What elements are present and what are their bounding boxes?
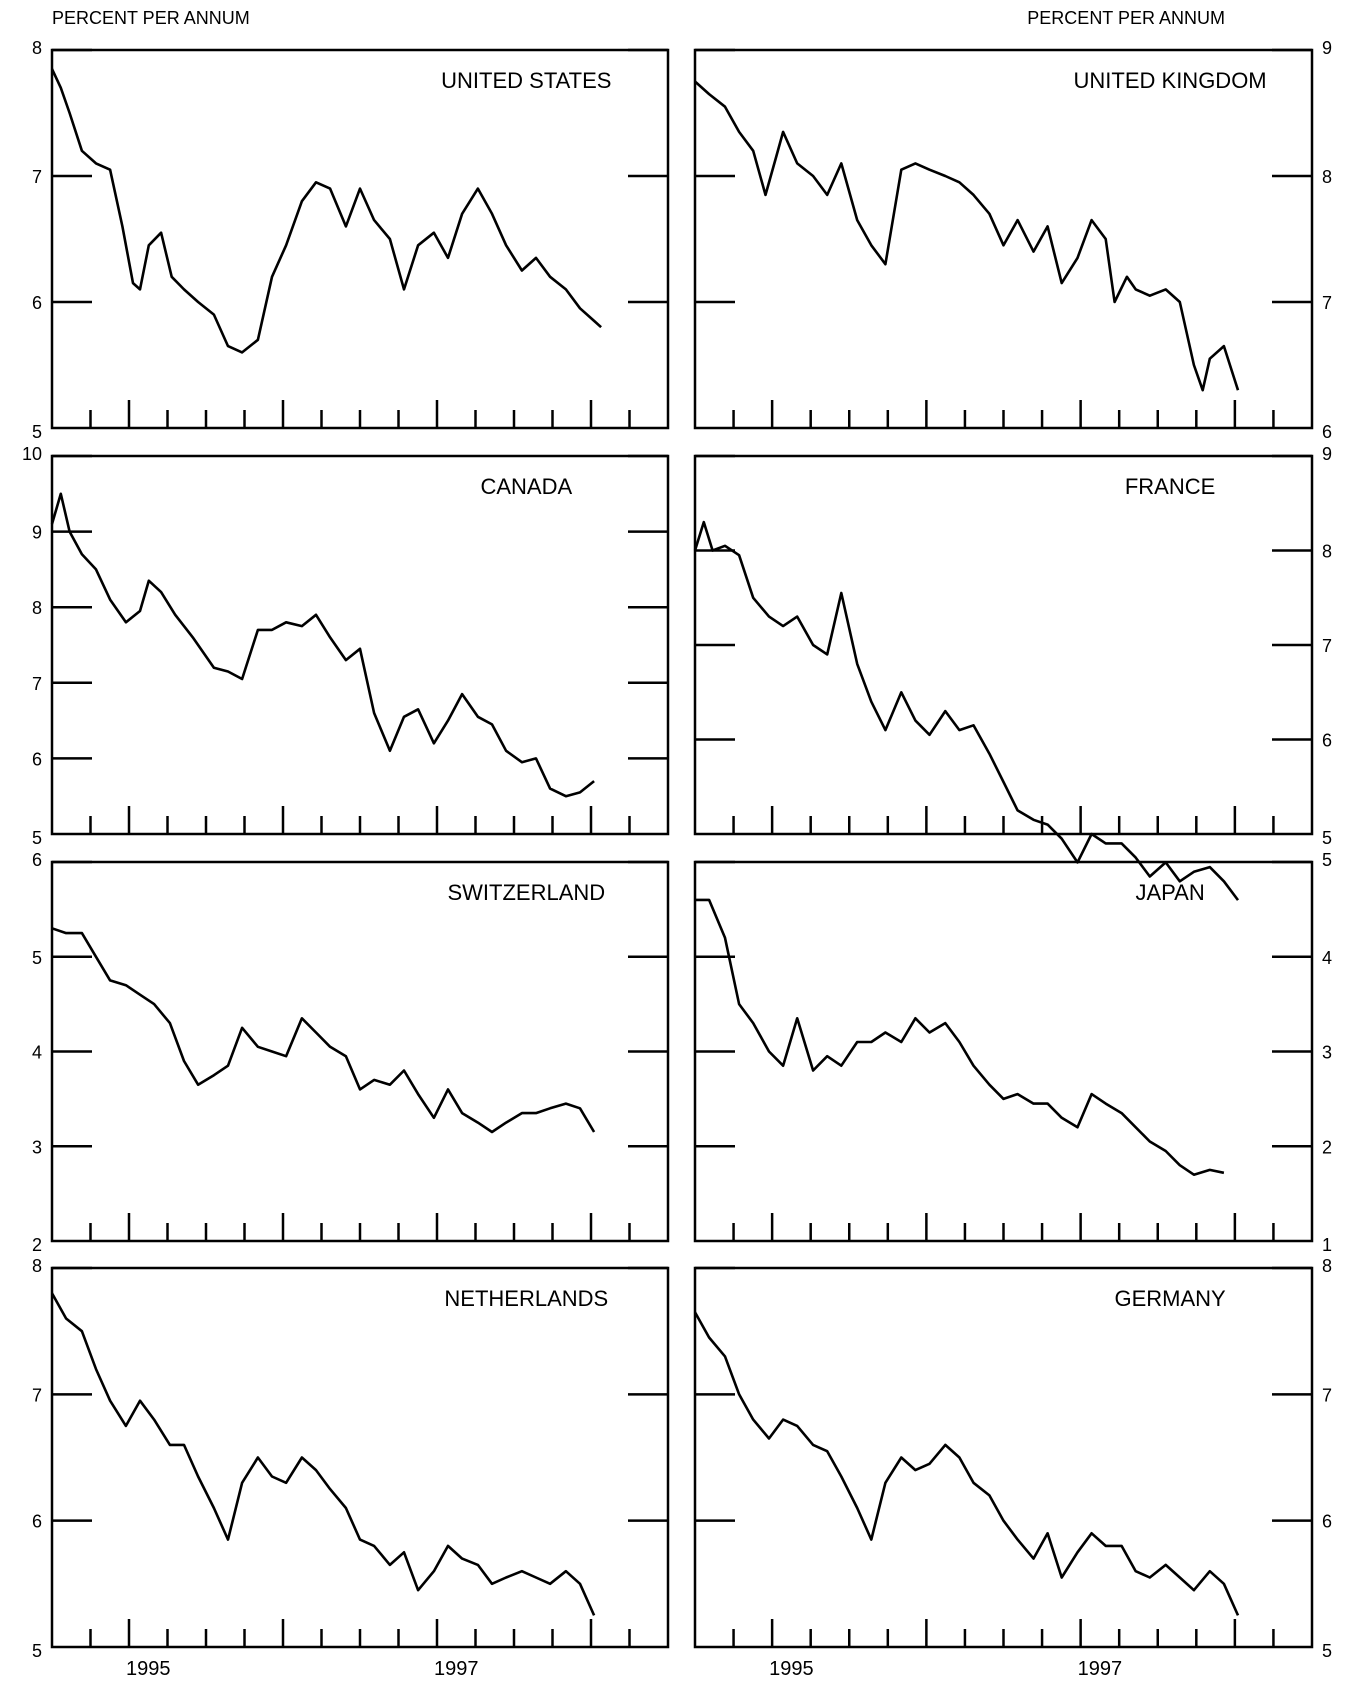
panel-title: FRANCE xyxy=(1125,474,1215,499)
y-tick-label: 10 xyxy=(22,444,42,464)
panel-switzerland: 2 3 4 5 6 SWITZERLAND xyxy=(32,850,670,1255)
y-tick-label: 7 xyxy=(1322,1385,1332,1405)
panel-title: GERMANY xyxy=(1114,1286,1226,1311)
panel-frame xyxy=(50,48,670,430)
y-tick-label: 5 xyxy=(32,948,42,968)
panel-frame xyxy=(693,1266,1314,1649)
left-unit-label: PERCENT PER ANNUM xyxy=(52,8,250,28)
y-tick-label: 9 xyxy=(1322,38,1332,58)
y-tick-label: 4 xyxy=(32,1043,42,1063)
y-tick-label: 6 xyxy=(32,1512,42,1532)
series-line xyxy=(693,1311,1240,1616)
y-tick-label: 8 xyxy=(32,1256,42,1276)
y-tick-label: 7 xyxy=(32,167,42,187)
y-tick-label: 8 xyxy=(32,38,42,58)
y-tick-label: 6 xyxy=(32,749,42,769)
y-tick-label: 8 xyxy=(1322,1256,1332,1276)
panel-france: 5 6 7 8 9 FRANCE xyxy=(693,444,1332,901)
y-tick-label: 7 xyxy=(1322,293,1332,313)
panel-title: SWITZERLAND xyxy=(447,880,605,905)
y-tick-label: 8 xyxy=(1322,167,1332,187)
series-line xyxy=(695,898,1225,1176)
y-tick-label: 4 xyxy=(1322,948,1332,968)
series-line xyxy=(50,68,602,354)
panel-title: CANADA xyxy=(480,474,572,499)
y-tick-label: 2 xyxy=(32,1235,42,1255)
y-tick-label: 5 xyxy=(1322,828,1332,848)
panel-title: UNITED STATES xyxy=(441,68,611,93)
panel-united-states: 5 6 7 8 UNITED STATES xyxy=(32,38,670,442)
panel-frame xyxy=(50,1266,670,1649)
panel-title: JAPAN xyxy=(1135,880,1204,905)
series-line xyxy=(51,927,596,1134)
y-tick-label: 9 xyxy=(32,523,42,543)
y-tick-label: 6 xyxy=(1322,422,1332,442)
y-tick-label: 5 xyxy=(32,422,42,442)
y-tick-label: 3 xyxy=(1322,1043,1332,1063)
y-tick-label: 6 xyxy=(32,293,42,313)
y-tick-label: 5 xyxy=(32,828,42,848)
y-tick-label: 3 xyxy=(32,1137,42,1157)
x-year-label: 1995 xyxy=(769,1658,814,1680)
y-tick-label: 7 xyxy=(32,1385,42,1405)
y-tick-label: 5 xyxy=(1322,1641,1332,1661)
series-line xyxy=(693,520,1240,901)
x-year-label: 1995 xyxy=(126,1658,171,1680)
x-year-label: 1997 xyxy=(434,1658,479,1680)
y-tick-label: 5 xyxy=(32,1641,42,1661)
panel-germany: 5 6 7 8 GERMANY xyxy=(693,1256,1332,1661)
panel-frame xyxy=(693,48,1314,430)
series-line xyxy=(694,80,1240,392)
y-tick-label: 2 xyxy=(1322,1137,1332,1157)
y-tick-label: 6 xyxy=(32,850,42,870)
panel-frame xyxy=(693,454,1314,836)
panel-japan: 1 2 3 4 5 JAPAN xyxy=(693,850,1332,1255)
right-unit-label: PERCENT PER ANNUM xyxy=(1027,8,1225,28)
series-line xyxy=(50,492,595,798)
x-year-label: 1997 xyxy=(1078,1658,1123,1680)
panel-title: UNITED KINGDOM xyxy=(1074,68,1267,93)
panel-frame xyxy=(50,454,670,836)
series-line xyxy=(50,1292,596,1616)
panel-frame xyxy=(50,860,670,1243)
y-tick-label: 1 xyxy=(1322,1235,1332,1255)
panel-title: NETHERLANDS xyxy=(444,1286,608,1311)
y-tick-label: 6 xyxy=(1322,731,1332,751)
y-tick-label: 8 xyxy=(32,598,42,618)
panel-canada: 5 6 7 8 9 10 CANADA xyxy=(22,444,670,848)
y-tick-label: 7 xyxy=(32,674,42,694)
y-tick-label: 8 xyxy=(1322,542,1332,562)
panel-netherlands: 5 6 7 8 NETHERLANDS xyxy=(32,1256,670,1661)
y-tick-label: 6 xyxy=(1322,1512,1332,1532)
panel-united-kingdom: 6 7 8 9 UNITED KINGDOM xyxy=(693,38,1332,442)
y-tick-label: 5 xyxy=(1322,850,1332,870)
y-tick-label: 9 xyxy=(1322,444,1332,464)
y-tick-label: 7 xyxy=(1322,636,1332,656)
